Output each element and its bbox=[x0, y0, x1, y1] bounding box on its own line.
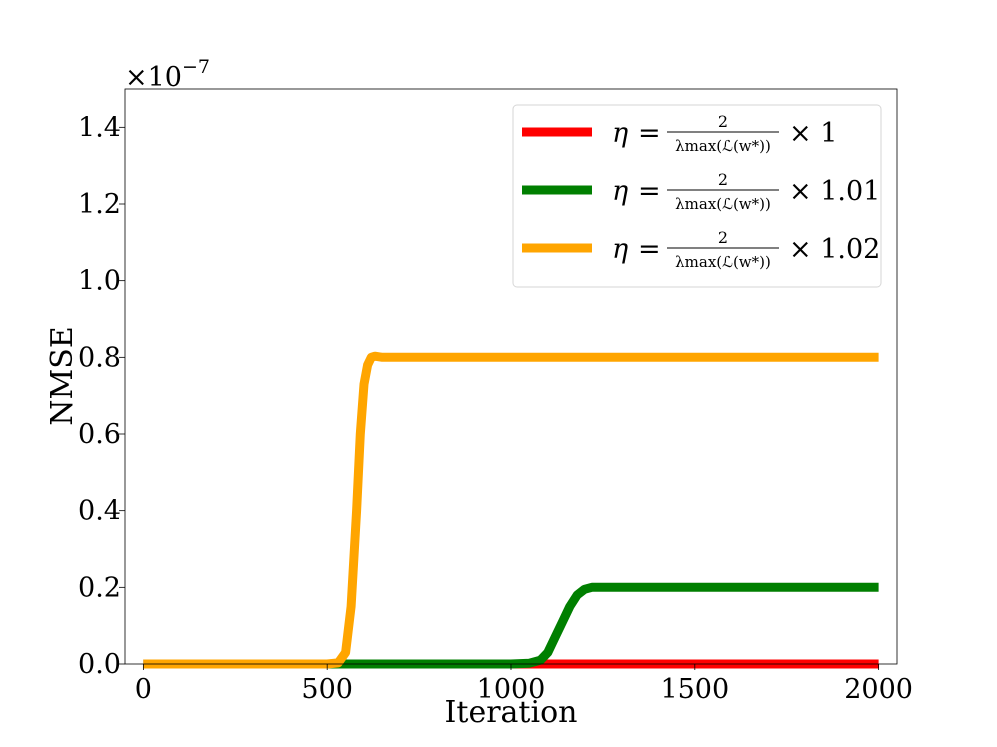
legend-numerator: 2 bbox=[718, 228, 728, 247]
y-axis-label: NMSE bbox=[45, 326, 80, 425]
x-tick-label: 1500 bbox=[660, 674, 729, 705]
y-tick-label: 1.0 bbox=[78, 266, 121, 297]
legend-equals: = bbox=[638, 176, 661, 207]
series-line-2 bbox=[143, 582, 879, 669]
legend-multiplier: × 1.02 bbox=[789, 234, 880, 265]
legend-multiplier: × 1 bbox=[789, 118, 837, 149]
y-tick-label: 0.6 bbox=[78, 419, 121, 450]
legend-numerator: 2 bbox=[718, 170, 728, 189]
legend-entry-2: η = 2 λmax(ℒ(w*)) × 1.01 bbox=[612, 170, 880, 213]
legend-entry-1: η = 2 λmax(ℒ(w*)) × 1 bbox=[612, 112, 837, 155]
legend-eta: η bbox=[612, 234, 628, 265]
x-tick-label: 2000 bbox=[844, 674, 913, 705]
series-line-3 bbox=[143, 351, 879, 669]
y-tick-label: 0.2 bbox=[78, 572, 121, 603]
legend-equals: = bbox=[638, 234, 661, 265]
y-tick-label: 0.4 bbox=[78, 496, 121, 527]
legend-denominator: λmax(ℒ(w*)) bbox=[675, 137, 771, 155]
legend-box bbox=[512, 104, 882, 288]
legend-entry-3: η = 2 λmax(ℒ(w*)) × 1.02 bbox=[612, 228, 880, 271]
y-axis: 0.0 0.2 0.4 0.6 0.8 1.0 1.2 1.4 bbox=[78, 112, 125, 680]
y-tick-label: 0.0 bbox=[78, 649, 121, 680]
legend-multiplier: × 1.01 bbox=[789, 176, 880, 207]
y-tick-label: 0.8 bbox=[78, 342, 121, 373]
legend-denominator: λmax(ℒ(w*)) bbox=[675, 253, 771, 271]
x-tick-label: 500 bbox=[301, 674, 353, 705]
y-scale-factor: ×10−7 bbox=[125, 56, 210, 93]
scale-exponent: −7 bbox=[182, 56, 210, 78]
legend-denominator: λmax(ℒ(w*)) bbox=[675, 195, 771, 213]
x-tick-label: 1000 bbox=[477, 674, 546, 705]
x-tick-label: 0 bbox=[135, 674, 152, 705]
legend-eta: η bbox=[612, 176, 628, 207]
y-tick-label: 1.4 bbox=[78, 112, 121, 143]
y-tick-label: 1.2 bbox=[78, 189, 121, 220]
x-axis-label: Iteration bbox=[445, 695, 578, 730]
legend-eta: η bbox=[612, 118, 628, 149]
legend-numerator: 2 bbox=[718, 112, 728, 131]
scale-times: ×10 bbox=[125, 62, 182, 93]
x-axis: 0 500 1000 1500 2000 bbox=[135, 664, 913, 705]
legend: η = 2 λmax(ℒ(w*)) × 1 η = 2 λmax(ℒ(w*)) × 1.01 η = 2… bbox=[512, 104, 882, 288]
legend-equals: = bbox=[638, 118, 661, 149]
